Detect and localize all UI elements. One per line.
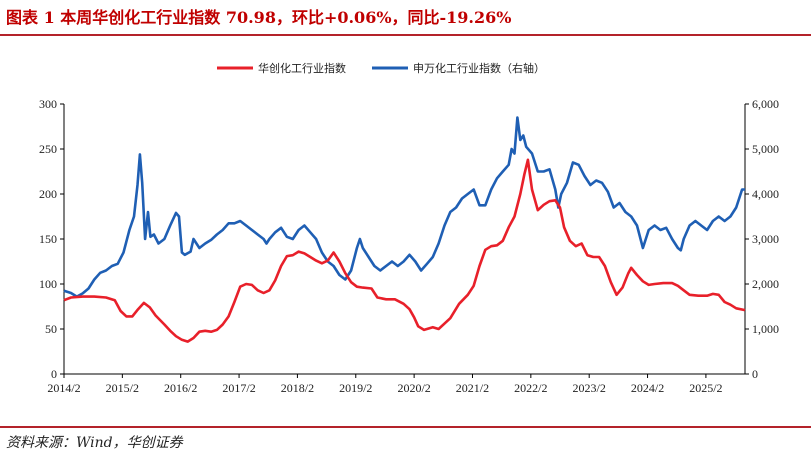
x-tick-label: 2021/2 — [456, 381, 489, 395]
y-left-tick-label: 50 — [45, 322, 57, 336]
y-left-tick-label: 250 — [39, 142, 57, 156]
x-tick-label: 2023/2 — [573, 381, 606, 395]
source-note: 资料来源：Wind，华创证券 — [6, 435, 183, 451]
series-line-shenwan — [63, 116, 745, 298]
y-right-tick-label: 3,000 — [752, 232, 779, 246]
legend-label-red: 华创化工行业指数 — [258, 61, 346, 75]
y-left-tick-label: 200 — [39, 187, 57, 201]
series-layer — [63, 116, 746, 343]
x-tick-label: 2016/2 — [164, 381, 197, 395]
title-divider — [0, 34, 811, 36]
chart-legend: 华创化工行业指数 申万化工行业指数（右轴） — [217, 61, 545, 75]
y-right-tick-label: 0 — [752, 367, 758, 381]
y-left-tick-label: 0 — [51, 367, 57, 381]
x-tick-label: 2025/2 — [689, 381, 722, 395]
page-title: 图表 1 本周华创化工行业指数 70.98，环比+0.06%，同比-19.26% — [6, 8, 512, 27]
x-tick-label: 2024/2 — [631, 381, 664, 395]
y-left-tick-label: 150 — [39, 232, 57, 246]
y-right-tick-label: 4,000 — [752, 187, 779, 201]
x-tick-label: 2022/2 — [514, 381, 547, 395]
y-right-tick-label: 5,000 — [752, 142, 779, 156]
footer-divider — [0, 426, 811, 428]
x-tick-label: 2019/2 — [339, 381, 372, 395]
y-left-tick-label: 100 — [39, 277, 57, 291]
y-left-tick-label: 300 — [39, 97, 57, 111]
x-tick-label: 2015/2 — [106, 381, 139, 395]
series-line-huachuang — [63, 158, 746, 343]
x-tick-label: 2018/2 — [281, 381, 314, 395]
x-tick-label: 2014/2 — [47, 381, 80, 395]
legend-label-blue: 申万化工行业指数（右轴） — [413, 61, 545, 75]
y-right-tick-label: 2,000 — [752, 277, 779, 291]
x-tick-label: 2020/2 — [397, 381, 430, 395]
y-right-tick-label: 1,000 — [752, 322, 779, 336]
x-tick-label: 2017/2 — [222, 381, 255, 395]
chart-axes: 0 50 100 150 200 250 300 0 1,000 2,000 3,000 4,000 5… — [39, 97, 779, 395]
y-right-tick-label: 6,000 — [752, 97, 779, 111]
